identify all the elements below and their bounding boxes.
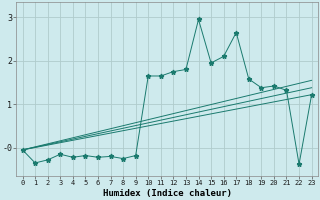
X-axis label: Humidex (Indice chaleur): Humidex (Indice chaleur) <box>103 189 232 198</box>
